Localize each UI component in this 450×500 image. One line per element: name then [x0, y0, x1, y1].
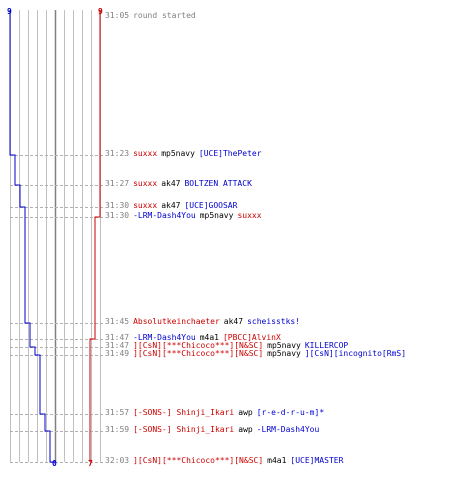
- event-time: 31:47: [105, 341, 130, 350]
- team-b-alive-line: [89, 10, 101, 462]
- event-time: 31:23: [105, 149, 130, 158]
- event-weapon: m4a1: [267, 456, 287, 465]
- team-b-start-count: 9: [98, 7, 103, 16]
- event-row: 31:27 suxxx ak47 BOLTZEN ATTACK: [105, 179, 256, 189]
- event-time: 31:05: [105, 11, 130, 20]
- event-text: [PBCC]AlvinX: [222, 333, 281, 342]
- event-text: suxxx: [133, 179, 158, 188]
- event-time: 31:27: [105, 179, 130, 188]
- event-weapon: m4a1: [199, 333, 219, 342]
- event-text: ][CsN][***Chicoco***][N&SC]: [133, 341, 264, 350]
- event-text: BOLTZEN ATTACK: [184, 179, 252, 188]
- event-text: -LRM-Dash4You: [133, 211, 196, 220]
- event-time: 31:59: [105, 425, 130, 434]
- event-time: 31:47: [105, 333, 130, 342]
- event-time: 31:30: [105, 211, 130, 220]
- team-a-alive-line: [9, 10, 55, 463]
- event-text: suxxx: [133, 149, 158, 158]
- event-row: 31:49][CsN][***Chicoco***][N&SC] mp5navy]…: [105, 349, 410, 359]
- event-row: 31:30 -LRM-Dash4You mp5navy suxxx: [105, 211, 266, 221]
- event-text: [r-e-d-r-u-m]*: [256, 408, 325, 417]
- event-time: 32:03: [105, 456, 130, 465]
- event-row: 31:59 [-SONS-] Shinji_Ikari awp -LRM-Dash4Y…: [105, 425, 323, 435]
- event-weapon: ak47: [161, 179, 181, 188]
- event-row: 31:57 [-SONS-] Shinji_Ikari awp [r-e-d-r-u-…: [105, 408, 328, 418]
- team-a-end-count: 0: [52, 459, 57, 468]
- team-a-start-count: 9: [7, 7, 12, 16]
- team-b-end-count: 7: [88, 459, 93, 468]
- event-text: [-SONS-] Shinji_Ikari: [133, 408, 235, 417]
- event-time: 31:45: [105, 317, 130, 326]
- event-weapon: ak47: [223, 317, 244, 326]
- event-row: 31:30 suxxx ak47 [UCE]GOOSAR: [105, 201, 241, 211]
- event-text: ][CsN][***Chicoco***][N&SC]: [133, 456, 264, 465]
- event-text: Absolutkeinchaeter: [133, 317, 220, 326]
- event-row: 31:45 Absolutkeinchaeter ak47 scheisstks!: [105, 317, 304, 327]
- event-row: 31:47][CsN][***Chicoco***][N&SC] mp5navy K…: [105, 341, 352, 351]
- event-text: -LRM-Dash4You: [133, 333, 196, 342]
- event-text: [UCE]MASTER: [290, 456, 344, 465]
- event-row: 31:05 round started: [105, 11, 200, 21]
- event-time: 31:57: [105, 408, 130, 417]
- event-row: 31:47 -LRM-Dash4You m4a1 [PBCC]AlvinX: [105, 333, 285, 343]
- event-weapon: mp5navy: [267, 341, 301, 350]
- event-text: suxxx: [237, 211, 262, 220]
- event-text: suxxx: [133, 201, 158, 210]
- event-weapon: mp5navy: [161, 149, 195, 158]
- event-text: [UCE]ThePeter: [198, 149, 262, 158]
- event-text: ][CsN][incognito[RmS]: [304, 349, 407, 358]
- event-time: 31:49: [105, 349, 130, 358]
- event-text: [UCE]GOOSAR: [184, 201, 238, 210]
- event-time: 31:30: [105, 201, 130, 210]
- event-weapon: mp5navy: [199, 211, 234, 220]
- event-text: scheisstks!: [247, 317, 301, 326]
- event-text: round started: [133, 11, 196, 20]
- event-weapon: ak47: [161, 201, 181, 210]
- event-text: [-SONS-] Shinji_Ikari: [133, 425, 235, 434]
- event-weapon: mp5navy: [267, 349, 301, 358]
- event-weapon: awp: [238, 408, 253, 417]
- event-text: -LRM-Dash4You: [256, 425, 320, 434]
- event-text: ][CsN][***Chicoco***][N&SC]: [133, 349, 264, 358]
- event-text: KILLERCOP: [304, 341, 349, 350]
- event-row: 31:23 suxxx mp5navy [UCE]ThePeter: [105, 149, 266, 159]
- event-weapon: awp: [238, 425, 253, 434]
- event-row: 32:03][CsN][***Chicoco***][N&SC] m4a1 [UCE…: [105, 456, 347, 466]
